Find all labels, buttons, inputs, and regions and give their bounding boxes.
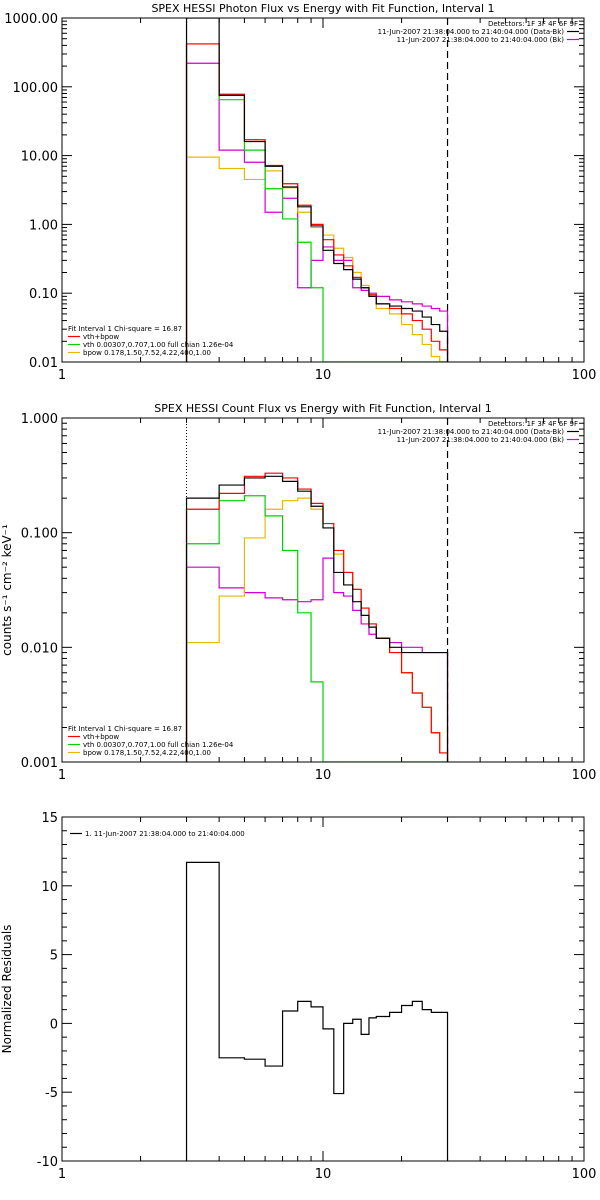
legend-fit-title: Fit Interval 1 Chi-square = 16.87 — [68, 325, 182, 333]
background-series — [185, 557, 449, 762]
bpow-series — [185, 156, 448, 362]
data-series — [185, 18, 449, 362]
y-tick-label: 1.00 — [29, 218, 58, 233]
legend-top-entry: 11-Jun-2007 21:38:04.000 to 21:40:04.000… — [397, 36, 565, 44]
plot-frame — [61, 417, 585, 763]
x-tick-label: 1 — [58, 368, 66, 383]
y-tick-label: 100.00 — [13, 81, 59, 96]
x-tick-label: 10 — [315, 1167, 332, 1182]
y-tick-label: 10.00 — [21, 150, 58, 165]
legend-bottom-entry: bpow 0.178,1.50,7.52,4.22,400,1.00 — [83, 749, 211, 757]
legend-bottom-entry: vth+bpow — [83, 333, 119, 341]
legend-top-entry: Detectors: 1F 3F 4F 6F 9F — [488, 420, 578, 428]
y-tick-label: -10 — [37, 1155, 58, 1170]
legend-top-entry: Detectors: 1F 3F 4F 6F 9F — [488, 20, 578, 28]
data-series — [185, 475, 449, 762]
x-tick-label: 100 — [572, 1167, 597, 1182]
legend-bottom-entry: bpow 0.178,1.50,7.52,4.22,400,1.00 — [83, 349, 211, 357]
y-tick-label: 0.010 — [21, 641, 58, 656]
y-tick-label: 0.01 — [29, 356, 58, 371]
y-tick-label: 0.001 — [21, 756, 58, 771]
x-tick-label: 1 — [58, 1167, 66, 1182]
y-tick-label: 0.100 — [21, 527, 58, 542]
plot-frame — [61, 816, 585, 1162]
residuals-panel: Normalized Residuals 1 10 100 -10 -5 0 5 10 15 1. … — [0, 811, 596, 1182]
x-tick-label: 10 — [315, 368, 332, 383]
total-series — [185, 43, 449, 362]
background-series — [185, 62, 449, 362]
y-tick-label: 0 — [50, 1017, 58, 1032]
x-tick-label: 100 — [572, 368, 597, 383]
legend-interval-entry: 1. 11-Jun-2007 21:38:04.000 to 21:40:04.… — [85, 830, 245, 838]
vth-series — [185, 495, 448, 762]
y-tick-label: 1.000 — [21, 412, 58, 427]
y-tick-label: 0.10 — [29, 287, 58, 302]
legend-top-entry: 11-Jun-2007 21:38:04.000 to 21:40:04.000… — [378, 28, 565, 36]
legend-top-entry: 11-Jun-2007 21:38:04.000 to 21:40:04.000… — [397, 436, 565, 444]
y-tick-label: -5 — [45, 1086, 58, 1101]
legend-fit-title: Fit Interval 1 Chi-square = 16.87 — [68, 725, 182, 733]
chart-title: SPEX HESSI Count Flux vs Energy with Fit… — [154, 402, 491, 415]
x-tick-label: 10 — [315, 768, 332, 783]
legend-bottom-entry: vth 0.00307,0.707,1.00 full chian 1.26e-… — [83, 341, 234, 349]
legend-bottom-entry: vth+bpow — [83, 733, 119, 741]
total-series — [185, 472, 449, 762]
y-tick-label: 5 — [50, 949, 58, 964]
y-axis-label: Normalized Residuals — [0, 925, 14, 1054]
y-tick-label: 1000.00 — [4, 12, 58, 27]
count-flux-panel: SPEX HESSI Count Flux vs Energy with Fit… — [0, 402, 596, 783]
y-axis-label: counts s⁻¹ cm⁻² keV⁻¹ — [0, 524, 14, 656]
x-tick-label: 1 — [58, 768, 66, 783]
legend-bottom-entry: vth 0.00307,0.707,1.00 full chian 1.26e-… — [83, 741, 234, 749]
bpow-series — [185, 497, 449, 762]
plot-frame — [61, 17, 585, 363]
x-tick-label: 100 — [572, 768, 597, 783]
y-tick-label: 10 — [41, 880, 58, 895]
photon-flux-panel: SPEX HESSI Photon Flux vs Energy with Fi… — [4, 2, 596, 383]
y-tick-label: 15 — [41, 811, 58, 826]
legend-top-entry: 11-Jun-2007 21:38:04.000 to 21:40:04.000… — [378, 428, 565, 436]
residuals-series — [185, 861, 449, 1161]
chart-title: SPEX HESSI Photon Flux vs Energy with Fi… — [151, 2, 494, 15]
